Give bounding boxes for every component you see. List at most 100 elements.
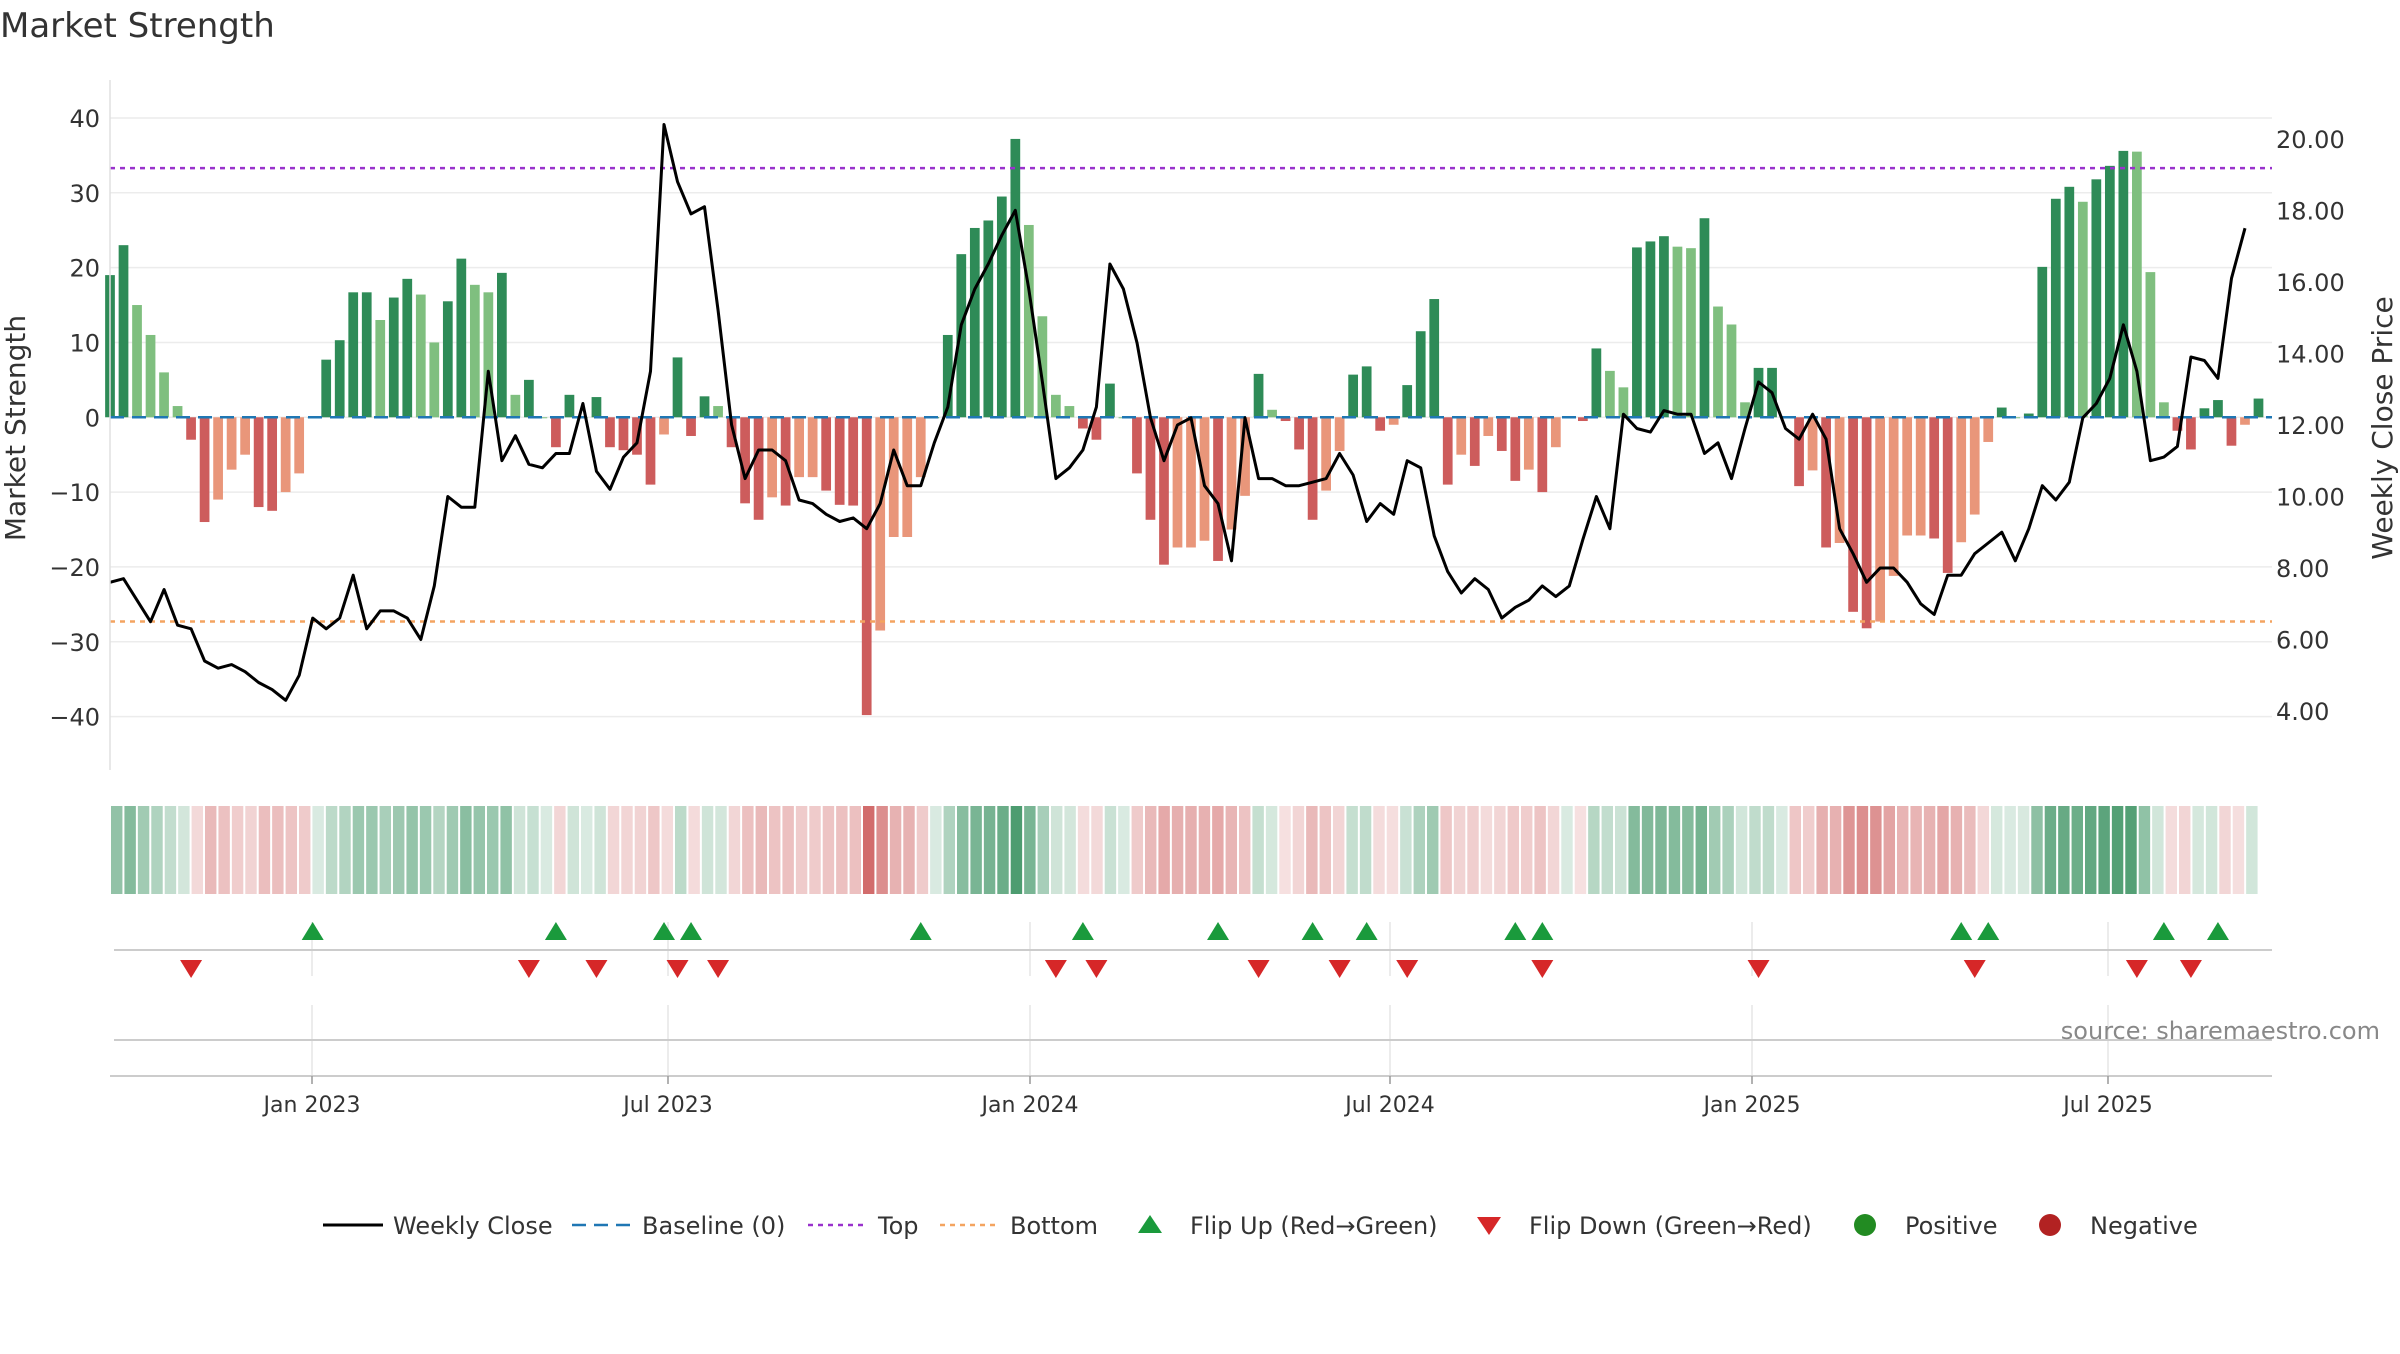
heatstrip-cell	[1870, 806, 1882, 894]
strength-bar	[1051, 394, 1061, 418]
strength-bar	[659, 417, 669, 435]
strength-bar	[1361, 366, 1372, 418]
strength-bar	[1402, 385, 1413, 418]
heatstrip-cell	[1749, 806, 1761, 894]
strength-bar	[1186, 417, 1196, 548]
heatstrip-cell	[715, 806, 727, 894]
y2-axis-label: Weekly Close Price	[2366, 296, 2399, 559]
heatstrip-cell	[1494, 806, 1506, 894]
y-tick-label: −30	[49, 629, 100, 657]
strength-bar	[429, 342, 440, 418]
heatstrip-cell	[943, 806, 955, 894]
strength-bar	[753, 417, 764, 520]
y-tick-label: −20	[49, 554, 100, 582]
strength-bar	[415, 294, 426, 418]
flip-down-marker	[1328, 960, 1351, 978]
strength-bar	[969, 227, 980, 418]
heatstrip-cell	[1077, 806, 1090, 894]
strength-bar	[618, 417, 629, 451]
strength-bar	[1726, 324, 1737, 418]
strength-bar	[861, 417, 872, 716]
legend-label: Negative	[2090, 1212, 2198, 1240]
heatstrip-cell	[419, 806, 432, 894]
strength-bar	[294, 417, 305, 474]
strength-bar	[348, 292, 359, 418]
y2-tick-label: 20.00	[2276, 126, 2345, 154]
heatstrip-cell	[1829, 806, 1842, 894]
heatstrip-cell	[1051, 806, 1063, 894]
strength-bar	[1672, 246, 1683, 418]
strength-bar	[2050, 198, 2061, 418]
strength-bar	[1429, 299, 1440, 418]
strength-bar	[699, 396, 710, 418]
strength-bar	[388, 297, 399, 418]
strength-bar	[2172, 417, 2183, 431]
strength-bar	[1226, 417, 1237, 530]
heatstrip-cell	[1588, 806, 1600, 894]
heatstrip-cell	[1292, 806, 1305, 894]
strength-bar	[2226, 417, 2237, 446]
heatstrip-cell	[1158, 806, 1170, 894]
heatstrip-cell	[352, 806, 365, 894]
heatstrip-cell	[1709, 806, 1721, 894]
strength-bar	[1469, 417, 1480, 466]
heatstrip-cell	[1279, 806, 1291, 894]
heatstrip-cell	[2004, 806, 2016, 894]
heatstrip-cell	[903, 806, 915, 894]
strength-bar	[1442, 417, 1453, 485]
heatstrip-cell	[2246, 806, 2258, 894]
flip-down-marker	[1531, 960, 1554, 978]
strength-bar	[591, 397, 602, 418]
strength-bar	[1861, 417, 1872, 629]
heatstrip-cell	[849, 806, 861, 894]
legend-label: Baseline (0)	[642, 1212, 785, 1240]
strength-bar	[199, 417, 210, 523]
flip-up-marker	[1207, 922, 1230, 940]
heatstrip-cell	[1198, 806, 1211, 894]
legend-negative-swatch	[2039, 1214, 2061, 1236]
heatstrip-cell	[2085, 806, 2097, 894]
flip-down-marker	[1747, 960, 1770, 978]
x-tick-label: Jan 2025	[1702, 1093, 1801, 1118]
heatstrip-cell	[957, 806, 969, 894]
strength-bar	[1280, 417, 1291, 422]
heatstrip-cell	[688, 806, 700, 894]
strength-bar	[1577, 417, 1588, 422]
heatstrip-cell	[728, 806, 741, 894]
heatstrip-cell	[1480, 806, 1493, 894]
flip-up-marker	[1071, 922, 1094, 940]
strength-bar	[1010, 138, 1021, 418]
chart-title: Market Strength	[0, 6, 275, 46]
strength-bar	[1996, 407, 2007, 418]
strength-bar	[1740, 402, 1750, 418]
strength-bar	[1321, 417, 1331, 491]
strength-bar	[1388, 417, 1399, 425]
strength-bar	[1267, 409, 1277, 418]
legend-label: Weekly Close	[393, 1212, 553, 1240]
strength-bar	[2091, 179, 2102, 418]
heatstrip-cell	[1735, 806, 1748, 894]
heatstrip-cell	[916, 806, 929, 894]
heatstrip-cell	[1131, 806, 1143, 894]
heatstrip-cell	[863, 806, 875, 894]
heatstrip-cell	[675, 806, 687, 894]
heatstrip-cell	[1064, 806, 1076, 894]
heatstrip-cell	[1547, 806, 1560, 894]
heatstrip-cell	[701, 806, 714, 894]
heatstrip-cell	[2058, 806, 2070, 894]
flip-down-marker	[1085, 960, 1108, 978]
legend-up-swatch	[1138, 1215, 1162, 1233]
strength-bar	[321, 359, 332, 418]
heatstrip-cell	[997, 806, 1009, 894]
strength-bar	[496, 272, 507, 418]
y-axis-label: Market Strength	[0, 315, 32, 541]
strength-bar	[1618, 387, 1629, 418]
strength-bar	[996, 196, 1007, 418]
flip-down-marker	[707, 960, 730, 978]
x-tick-label: Jul 2024	[1343, 1093, 1435, 1118]
flip-up-marker	[1355, 922, 1378, 940]
strength-bar	[240, 417, 250, 455]
legend-label: Bottom	[1010, 1212, 1098, 1240]
heatstrip-cell	[607, 806, 620, 894]
heatstrip-cell	[1561, 806, 1573, 894]
